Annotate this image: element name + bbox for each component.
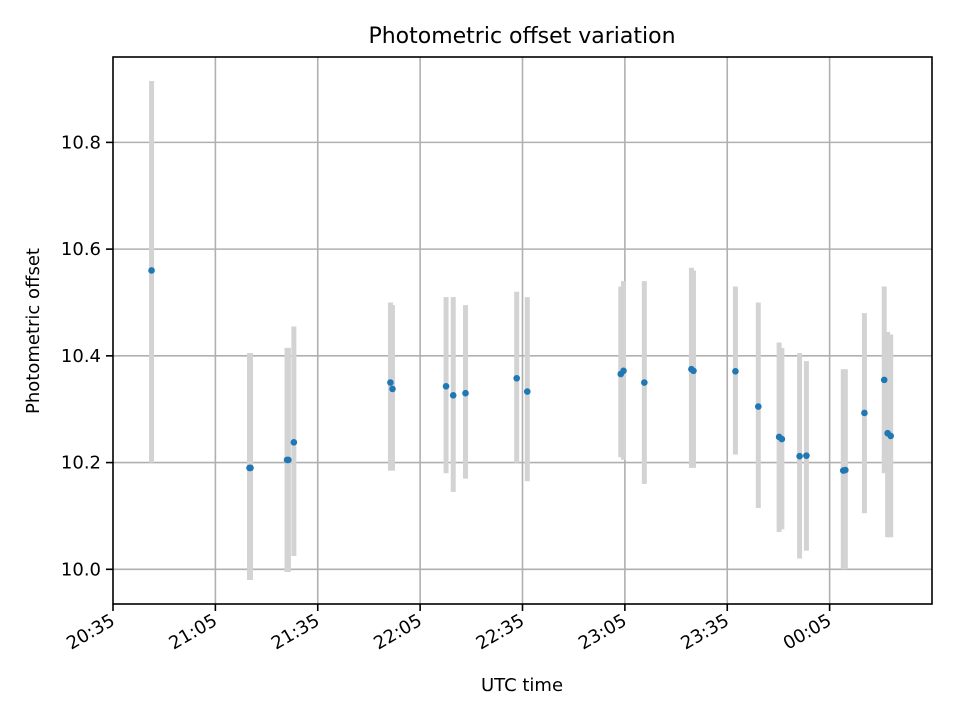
data-point [513, 374, 520, 382]
data-point [880, 376, 888, 384]
data-point [148, 267, 155, 274]
y-tick-label: 10.2 [61, 453, 101, 474]
data-point [247, 464, 254, 472]
data-point [887, 432, 895, 440]
y-tick-label: 10.0 [61, 559, 101, 580]
data-point [755, 403, 762, 410]
y-tick-label: 10.4 [61, 346, 101, 367]
data-point [861, 409, 868, 417]
data-point [290, 439, 298, 446]
data-point [732, 368, 739, 375]
data-point [389, 385, 396, 393]
y-tick-label: 10.8 [61, 132, 101, 153]
data-point [449, 392, 457, 399]
data-point [442, 382, 450, 390]
y-tick-label: 10.6 [61, 239, 101, 260]
data-point [285, 456, 292, 464]
data-point [523, 388, 531, 395]
data-point [690, 367, 697, 375]
data-point [803, 452, 810, 459]
data-point [842, 466, 849, 474]
data-point [620, 367, 627, 375]
data-point [462, 389, 469, 397]
chart-title: Photometric offset variation [368, 24, 675, 49]
data-point [641, 379, 648, 386]
data-point [387, 379, 394, 386]
y-axis-label: Photometric offset [23, 248, 44, 414]
x-axis-label: UTC time [481, 675, 563, 696]
data-point [778, 435, 786, 443]
data-point [796, 452, 803, 460]
points-layer [148, 267, 895, 474]
